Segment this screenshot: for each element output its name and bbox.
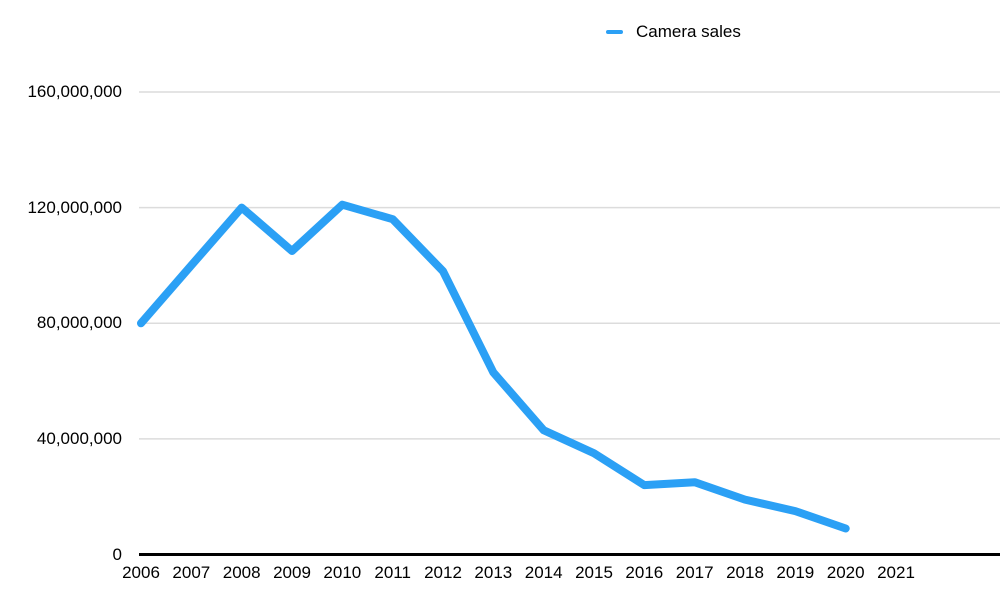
legend-series-label: Camera sales (636, 22, 741, 41)
y-axis-tick-label: 0 (112, 544, 122, 564)
x-axis-tick-label: 2018 (726, 563, 764, 582)
y-axis-tick-label: 120,000,000 (27, 197, 122, 217)
x-axis-tick-label: 2006 (122, 563, 160, 582)
x-axis-tick-label: 2012 (424, 563, 462, 582)
x-axis-tick-label: 2017 (675, 563, 714, 582)
x-axis-tick-label: 2020 (826, 563, 865, 582)
y-axis-tick-label: 160,000,000 (27, 82, 122, 101)
x-axis-tick-label: 2013 (474, 563, 513, 582)
series-line-camera-sales[interactable] (137, 200, 850, 533)
x-axis-tick-label: 2016 (625, 563, 664, 582)
x-axis-tick-label: 2021 (877, 563, 915, 582)
y-axis-tick-label: 40,000,000 (36, 428, 122, 448)
x-axis-tick-label: 2011 (374, 563, 411, 582)
y-axis-tick-label: 80,000,000 (36, 313, 122, 333)
x-axis-tick-label: 2010 (323, 563, 362, 582)
x-axis-tick-label: 2008 (222, 563, 261, 582)
legend[interactable]: Camera sales (606, 22, 741, 42)
legend-series-dash-icon (606, 30, 623, 34)
x-axis-tick-label: 2019 (776, 563, 815, 582)
x-axis-tick-label: 2014 (524, 563, 563, 582)
x-axis-tick-label: 2009 (273, 563, 311, 582)
x-axis-tick-label: 2007 (172, 563, 211, 582)
x-axis-tick-label: 2015 (575, 563, 613, 582)
